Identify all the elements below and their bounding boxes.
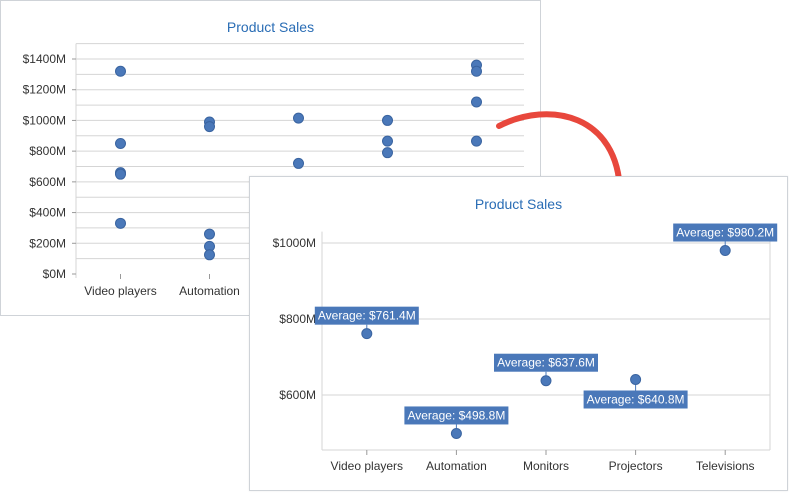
data-point [471,96,482,108]
data-label-box [314,306,419,325]
y-tick-label: $600M [29,175,66,189]
arrow-curve [496,111,623,195]
y-tick-label: $1400M [23,52,66,66]
data-point [115,137,126,149]
chart-panel-front: Product Sales $600M $800M $1000M Video play… [249,176,788,491]
x-tick-label: Projectors [609,459,663,473]
data-label: Average: $761.4M [318,309,416,323]
data-label: Average: $980.2M [676,226,774,240]
data-label: Average: $498.8M [407,408,505,422]
data-point [382,114,393,126]
y-tick-label: $1000M [23,113,66,127]
data-label-box [494,353,598,372]
data-point [630,373,642,385]
x-tick-label: Video players [84,284,157,298]
data-point [204,249,215,261]
data-point [204,228,215,240]
y-tick-label: $1200M [23,83,66,97]
y-tick-label: $400M [29,206,66,220]
y-tick-label: $800M [279,312,316,326]
data-point [204,121,215,133]
y-tick-label: $1000M [273,236,316,250]
x-tick-label: Automation [179,284,240,298]
y-tick-label: $600M [279,388,316,402]
chart-title: Product Sales [226,19,315,35]
data-label-box [583,390,688,409]
data-label-box [673,223,778,242]
data-point [361,328,373,340]
data-point [382,135,393,147]
data-point [540,375,552,387]
data-point [471,65,482,77]
scatter-chart-front: $600M $800M $1000M Video players Automation M… [273,223,778,473]
data-point [382,147,393,159]
data-point [293,157,304,169]
y-tick-label: $800M [29,144,66,158]
x-tick-label: Automation [426,459,487,473]
data-point [293,112,304,124]
scatter-chart-back: $0M $200M $400M $600M $800M $1000M $1200M $1400… [23,43,524,298]
chart-title: Product Sales [474,196,563,212]
data-point [115,65,126,77]
x-tick-label: Televisions [696,459,755,473]
y-tick-label: $0M [43,267,66,281]
x-tick-label: Monitors [523,459,569,473]
data-point [115,217,126,229]
data-label: Average: $637.6M [497,356,595,370]
data-point [115,168,126,180]
data-point [471,135,482,147]
data-point [450,427,462,439]
y-tick-label: $200M [29,236,66,250]
data-point [719,245,731,257]
data-label: Average: $640.8M [587,392,685,406]
x-tick-label: Video players [331,459,404,473]
data-label-box [404,406,509,425]
